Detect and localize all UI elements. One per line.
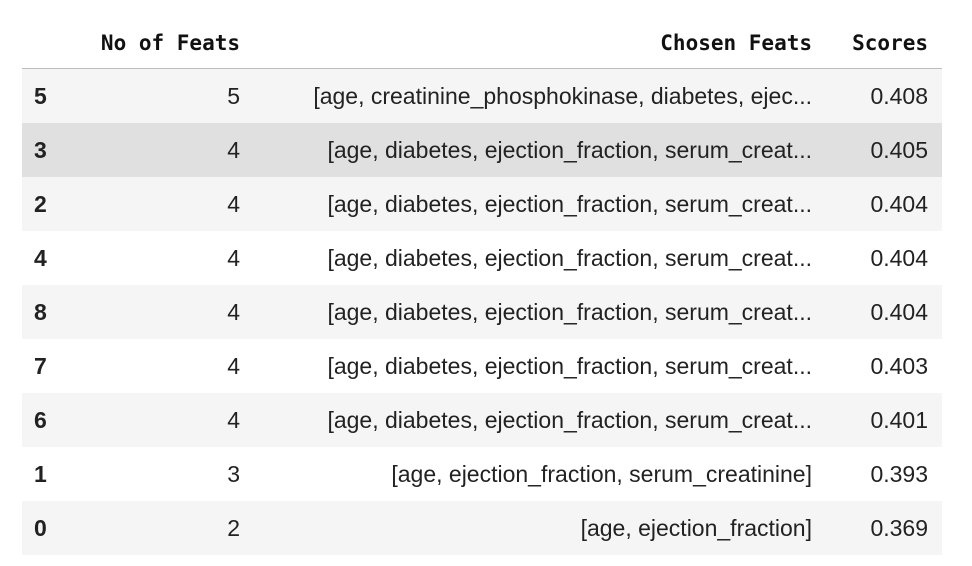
row-index: 1 [22,447,82,501]
header-no-of-feats: No of Feats [82,17,240,69]
table-row: 5 5 [age, creatinine_phosphokinase, diab… [22,68,942,123]
cell-score: 0.403 [812,339,942,393]
cell-chosen-feats: [age, diabetes, ejection_fraction, serum… [240,339,812,393]
cell-score: 0.404 [812,285,942,339]
cell-chosen-feats: [age, creatinine_phosphokinase, diabetes… [240,68,812,123]
table-row: 2 4 [age, diabetes, ejection_fraction, s… [22,177,942,231]
table-row: 7 4 [age, diabetes, ejection_fraction, s… [22,339,942,393]
cell-chosen-feats: [age, diabetes, ejection_fraction, serum… [240,177,812,231]
cell-score: 0.401 [812,393,942,447]
table-row: 3 4 [age, diabetes, ejection_fraction, s… [22,123,942,177]
row-index: 0 [22,501,82,555]
table-row: 8 4 [age, diabetes, ejection_fraction, s… [22,285,942,339]
cell-no-of-feats: 4 [82,123,240,177]
cell-chosen-feats: [age, ejection_fraction] [240,501,812,555]
cell-chosen-feats: [age, diabetes, ejection_fraction, serum… [240,393,812,447]
table-row: 4 4 [age, diabetes, ejection_fraction, s… [22,231,942,285]
cell-no-of-feats: 4 [82,285,240,339]
dataframe-output: No of Feats Chosen Feats Scores 5 5 [age… [22,17,942,555]
cell-score: 0.405 [812,123,942,177]
row-index: 2 [22,177,82,231]
cell-no-of-feats: 4 [82,339,240,393]
results-table: No of Feats Chosen Feats Scores 5 5 [age… [22,17,942,555]
row-index: 4 [22,231,82,285]
table-row: 1 3 [age, ejection_fraction, serum_creat… [22,447,942,501]
cell-no-of-feats: 2 [82,501,240,555]
table-body: 5 5 [age, creatinine_phosphokinase, diab… [22,68,942,555]
table-row: 6 4 [age, diabetes, ejection_fraction, s… [22,393,942,447]
cell-chosen-feats: [age, diabetes, ejection_fraction, serum… [240,123,812,177]
cell-no-of-feats: 5 [82,68,240,123]
row-index: 6 [22,393,82,447]
row-index: 7 [22,339,82,393]
header-chosen-feats: Chosen Feats [240,17,812,69]
cell-chosen-feats: [age, diabetes, ejection_fraction, serum… [240,231,812,285]
cell-no-of-feats: 4 [82,393,240,447]
cell-score: 0.404 [812,231,942,285]
row-index: 5 [22,68,82,123]
cell-chosen-feats: [age, ejection_fraction, serum_creatinin… [240,447,812,501]
cell-score: 0.408 [812,68,942,123]
cell-score: 0.369 [812,501,942,555]
row-index: 8 [22,285,82,339]
cell-no-of-feats: 4 [82,231,240,285]
table-row: 0 2 [age, ejection_fraction] 0.369 [22,501,942,555]
cell-chosen-feats: [age, diabetes, ejection_fraction, serum… [240,285,812,339]
header-row: No of Feats Chosen Feats Scores [22,17,942,69]
cell-no-of-feats: 4 [82,177,240,231]
header-scores: Scores [812,17,942,69]
cell-no-of-feats: 3 [82,447,240,501]
cell-score: 0.393 [812,447,942,501]
cell-score: 0.404 [812,177,942,231]
header-index [22,17,82,69]
row-index: 3 [22,123,82,177]
